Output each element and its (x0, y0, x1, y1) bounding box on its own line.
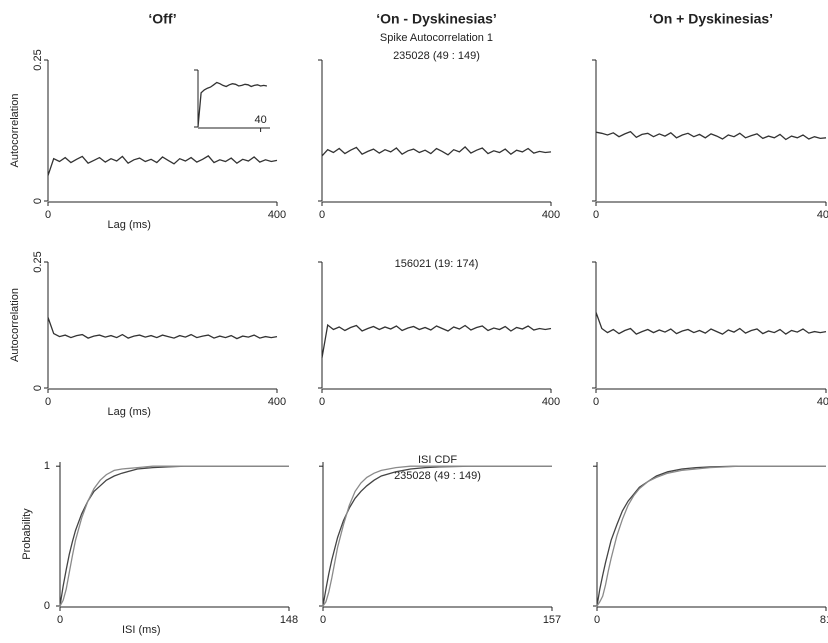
series-line (321, 323, 552, 358)
series-line (322, 465, 552, 607)
x-tick-label: 0 (45, 396, 51, 408)
x-tick-label: 400 (817, 396, 828, 408)
x-tick-label: 0 (319, 209, 325, 221)
y-tick-label: 0 (32, 198, 44, 204)
y-axis-label: Autocorrelation (9, 94, 21, 168)
x-tick-label: 400 (542, 209, 560, 221)
x-tick-label: 400 (817, 209, 828, 221)
x-tick-label: 40 (254, 114, 266, 126)
panel-title: ‘Off’ (148, 11, 176, 27)
y-axis-label: Autocorrelation (9, 288, 21, 362)
x-tick-label: 0 (594, 614, 600, 626)
y-tick-label: 0 (44, 600, 50, 612)
x-axis-label: ISI (ms) (122, 624, 161, 636)
series-line (47, 155, 278, 176)
y-tick-label: 0.25 (32, 251, 44, 272)
panel-subtitle: Spike Autocorrelation 1 (380, 32, 493, 44)
x-tick-label: 400 (268, 396, 286, 408)
panel-title: ISI CDF (418, 454, 457, 466)
x-tick-label: 148 (280, 614, 298, 626)
x-tick-label: 0 (593, 396, 599, 408)
y-axis-label: Probability (21, 508, 33, 560)
y-tick-label: 0.25 (32, 49, 44, 70)
series-line (47, 317, 278, 340)
series-line (595, 312, 827, 335)
series-line (59, 465, 289, 607)
panel-title: ‘On - Dyskinesias’ (376, 11, 497, 27)
series-line (197, 81, 268, 128)
x-tick-label: 157 (543, 614, 561, 626)
x-tick-label: 400 (268, 209, 286, 221)
panel-title: 156021 (19: 174) (395, 258, 479, 270)
series-line (322, 465, 552, 607)
x-tick-label: 0 (57, 614, 63, 626)
y-tick-label: 1 (44, 460, 50, 472)
y-tick-label: 0 (32, 385, 44, 391)
x-axis-label: Lag (ms) (108, 406, 151, 418)
series-line (595, 130, 827, 141)
panel-title: ‘On + Dyskinesias’ (649, 11, 773, 27)
x-tick-label: 400 (542, 396, 560, 408)
x-tick-label: 81 (820, 614, 828, 626)
x-tick-label: 0 (45, 209, 51, 221)
x-tick-label: 0 (593, 209, 599, 221)
x-tick-label: 0 (320, 614, 326, 626)
panel-subtitle: 235028 (49 : 149) (394, 470, 481, 482)
x-tick-label: 0 (319, 396, 325, 408)
panel-annotation: 235028 (49 : 149) (393, 50, 480, 62)
series-line (596, 465, 826, 607)
x-axis-label: Lag (ms) (108, 219, 151, 231)
series-line (321, 145, 552, 157)
series-line (596, 465, 826, 607)
